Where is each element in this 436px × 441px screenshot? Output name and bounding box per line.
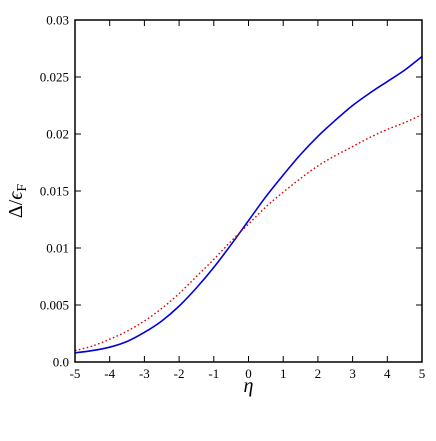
y-axis-label-epsilon: ϵ	[5, 191, 27, 200]
plot-frame	[74, 19, 423, 363]
series-line-red-dotted	[74, 113, 423, 352]
x-tick-label: 0	[245, 366, 252, 381]
y-tick-label: 0.01	[46, 241, 69, 256]
series-line-blue-solid	[74, 55, 423, 354]
axis-ticks	[74, 19, 423, 363]
y-tick-label: 0.015	[40, 184, 69, 199]
x-axis-label: η	[244, 375, 254, 397]
x-tick-label: -1	[208, 366, 219, 381]
x-tick-label: 4	[384, 366, 391, 381]
y-tick-label: 0.025	[40, 70, 69, 85]
y-tick-label: 0.02	[46, 127, 69, 142]
y-tick-label: 0.0	[53, 355, 69, 370]
x-tick-label: 1	[280, 366, 287, 381]
y-axis-label-text: Δ/ϵF	[5, 184, 30, 218]
x-tick-label: -4	[104, 366, 115, 381]
y-tick-label: 0.03	[46, 13, 69, 28]
series-layer	[74, 55, 423, 354]
x-tick-label: 2	[315, 366, 322, 381]
y-axis-label-main: Δ/	[5, 199, 27, 218]
y-axis-label-subscript: F	[15, 184, 30, 192]
x-tick-label: -2	[174, 366, 185, 381]
x-tick-label: 5	[419, 366, 426, 381]
x-tick-label: -3	[139, 366, 150, 381]
y-tick-label: 0.005	[40, 298, 69, 313]
tick-labels: -5 -4 -3 -2 -1 0 1 2 3 4 5 0.0 0.005 0.01 0.015 0.02 0.0…	[40, 13, 426, 382]
x-tick-label: 3	[349, 366, 356, 381]
x-tick-label: -5	[70, 366, 81, 381]
y-axis-label: Δ/ϵF	[5, 184, 30, 218]
